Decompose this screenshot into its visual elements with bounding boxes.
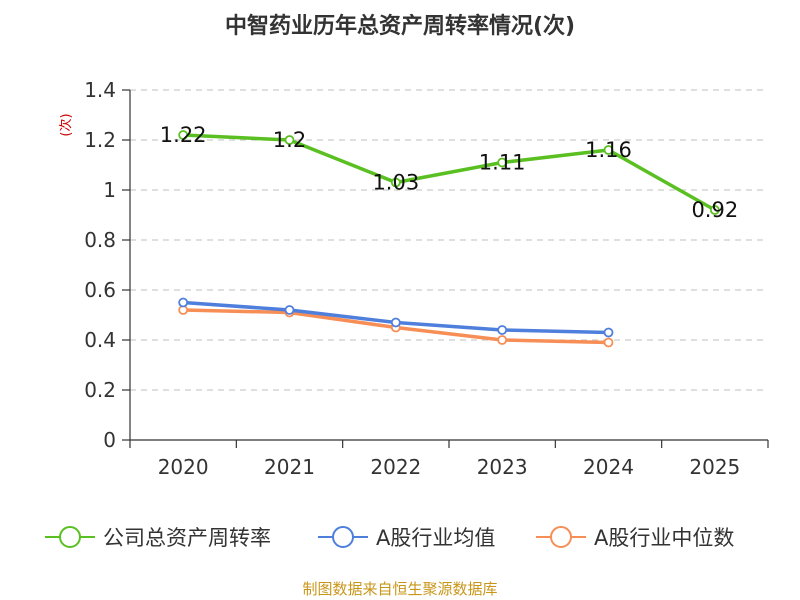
y-tick-label: 0.8 (84, 228, 116, 252)
x-tick-label: 2020 (158, 455, 209, 479)
legend[interactable]: 公司总资产周转率 A股行业均值 A股行业中位数 (45, 526, 734, 550)
data-point (709, 205, 720, 215)
data-point (497, 157, 508, 168)
legend-label: 公司总资产周转率 (103, 526, 271, 550)
data-point (497, 335, 508, 345)
data-point (284, 135, 295, 145)
legend-marker-icon (332, 526, 354, 548)
y-tick-label: 0.6 (84, 278, 116, 302)
legend-marker-icon (550, 526, 572, 548)
chart-title: 中智药业历年总资产周转率情况(次) (225, 13, 575, 39)
data-label: 1.22 (160, 123, 207, 147)
x-tick-label: 2023 (477, 455, 528, 479)
data-point (603, 145, 614, 155)
grid-lines (130, 89, 768, 391)
x-tick-labels: 2020 2021 2022 2023 2024 2025 (158, 455, 741, 479)
legend-item[interactable]: A股行业均值 (318, 526, 495, 550)
data-label: 1.11 (479, 151, 526, 175)
series-lines (178, 130, 720, 348)
data-point (390, 317, 401, 328)
series-0 (178, 130, 720, 215)
y-tick-label: 0.4 (84, 328, 116, 352)
data-point (603, 327, 614, 338)
series-1 (178, 297, 614, 338)
x-tick-label: 2022 (370, 455, 421, 479)
data-point (178, 130, 189, 140)
y-tick-label: 0.2 (84, 378, 116, 402)
y-tick-labels: 0 0.2 0.4 0.6 0.8 1 1.2 1.4 (84, 78, 116, 452)
source-note: 制图数据来自恒生聚源数据库 (302, 580, 497, 598)
data-label: 1.16 (585, 138, 632, 162)
data-point (603, 337, 614, 348)
y-tick-label: 1.2 (84, 128, 116, 152)
y-tick-label: 1.4 (84, 78, 116, 102)
legend-marker-icon (59, 526, 81, 548)
series-line (181, 133, 717, 212)
x-tick-label: 2021 (264, 455, 315, 479)
x-tick-label: 2025 (689, 455, 740, 479)
axes (122, 89, 769, 448)
x-tick-label: 2024 (583, 455, 634, 479)
data-point (390, 177, 401, 188)
y-tick-label: 0 (103, 428, 116, 452)
y-tick-label: 1 (103, 178, 116, 202)
data-label: 0.92 (691, 198, 738, 222)
legend-item[interactable]: 公司总资产周转率 (45, 526, 271, 550)
data-labels: 1.22 1.2 1.03 1.11 1.16 0.92 (160, 123, 738, 222)
data-point (284, 305, 295, 315)
data-label: 1.2 (273, 128, 306, 152)
y-axis-label: (次) (58, 113, 74, 136)
legend-label: A股行业中位数 (594, 526, 734, 550)
data-label: 1.03 (372, 171, 419, 195)
data-point (497, 325, 508, 335)
legend-item[interactable]: A股行业中位数 (536, 526, 734, 550)
data-point (178, 297, 189, 308)
legend-label: A股行业均值 (376, 526, 495, 550)
